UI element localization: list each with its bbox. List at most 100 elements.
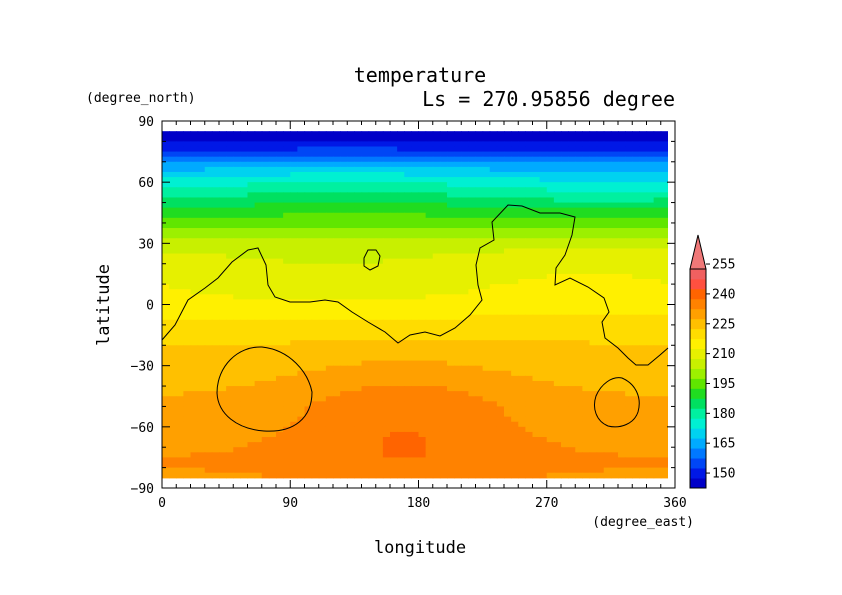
field-cell — [340, 202, 348, 209]
field-cell — [461, 263, 469, 270]
field-cell — [568, 166, 576, 173]
field-cell — [610, 335, 619, 341]
field-cell — [489, 431, 498, 438]
field-cell — [561, 472, 569, 479]
field-cell — [333, 279, 341, 285]
field-cell — [197, 166, 206, 173]
field-cell — [425, 192, 434, 199]
field-cell — [432, 258, 441, 265]
field-cell — [439, 442, 448, 448]
field-cell — [283, 467, 291, 474]
field-cell — [304, 177, 313, 183]
field-cell — [454, 335, 462, 341]
field-cell — [340, 386, 348, 392]
field-cell — [190, 202, 199, 209]
field-cell — [333, 161, 341, 168]
field-cell — [276, 314, 284, 321]
field-cell — [461, 268, 469, 275]
field-cell — [226, 314, 234, 321]
field-cell — [325, 309, 334, 316]
field-cell — [368, 314, 377, 321]
field-cell — [318, 370, 327, 377]
field-cell — [297, 309, 306, 316]
field-cell — [596, 421, 605, 428]
field-cell — [204, 146, 213, 153]
field-cell — [311, 329, 320, 336]
field-cell — [354, 309, 363, 316]
field-cell — [183, 421, 192, 428]
field-cell — [304, 314, 313, 321]
field-cell — [468, 345, 477, 351]
field-cell — [468, 151, 477, 158]
field-cell — [347, 380, 355, 387]
field-cell — [568, 187, 576, 193]
field-cell — [439, 212, 448, 219]
field-cell — [525, 319, 534, 326]
field-cell — [660, 279, 668, 285]
field-cell — [511, 177, 519, 183]
field-cell — [496, 472, 505, 479]
field-cell — [432, 380, 441, 387]
field-cell — [240, 228, 249, 234]
field-cell — [247, 437, 256, 443]
field-cell — [589, 401, 598, 408]
field-cell — [304, 182, 313, 188]
field-cell — [361, 375, 370, 382]
field-cell — [311, 197, 320, 204]
field-cell — [468, 431, 477, 438]
field-cell — [190, 411, 199, 418]
field-cell — [211, 299, 220, 306]
field-cell — [568, 421, 576, 428]
field-cell — [504, 243, 512, 250]
field-cell — [425, 263, 434, 270]
field-cell — [461, 355, 469, 362]
field-cell — [454, 360, 462, 367]
field-cell — [211, 431, 220, 438]
field-cell — [532, 263, 541, 270]
field-cell — [276, 222, 284, 229]
field-cell — [418, 421, 427, 428]
x-tick-label: 270 — [535, 496, 558, 511]
field-cell — [268, 253, 277, 260]
field-cell — [325, 319, 334, 326]
field-cell — [268, 457, 277, 464]
field-cell — [582, 228, 591, 234]
field-cell — [475, 233, 484, 239]
field-cell — [390, 177, 398, 183]
field-cell — [610, 222, 619, 229]
field-cell — [525, 177, 534, 183]
field-cell — [610, 166, 619, 173]
field-cell — [318, 136, 327, 142]
field-cell — [162, 319, 170, 326]
field-cell — [333, 202, 341, 209]
field-cell — [632, 156, 640, 163]
field-cell — [311, 248, 320, 255]
field-cell — [568, 258, 576, 265]
field-cell — [183, 192, 192, 199]
field-cell — [496, 340, 505, 346]
field-cell — [660, 161, 668, 168]
field-cell — [368, 421, 377, 428]
field-cell — [589, 248, 598, 255]
field-cell — [290, 279, 298, 285]
field-cell — [561, 406, 569, 413]
field-cell — [603, 370, 612, 377]
field-cell — [361, 243, 370, 250]
field-cell — [204, 442, 213, 448]
field-cell — [504, 426, 512, 433]
field-cell — [525, 309, 534, 316]
field-cell — [518, 279, 526, 285]
field-cell — [447, 151, 455, 158]
field-cell — [162, 304, 170, 311]
field-cell — [475, 375, 484, 382]
field-cell — [667, 370, 668, 377]
field-cell — [660, 233, 668, 239]
field-cell — [582, 177, 591, 183]
field-cell — [211, 202, 220, 209]
field-cell — [404, 273, 412, 280]
field-cell — [247, 447, 256, 453]
field-cell — [268, 437, 277, 443]
field-cell — [404, 350, 412, 357]
field-cell — [382, 340, 391, 346]
